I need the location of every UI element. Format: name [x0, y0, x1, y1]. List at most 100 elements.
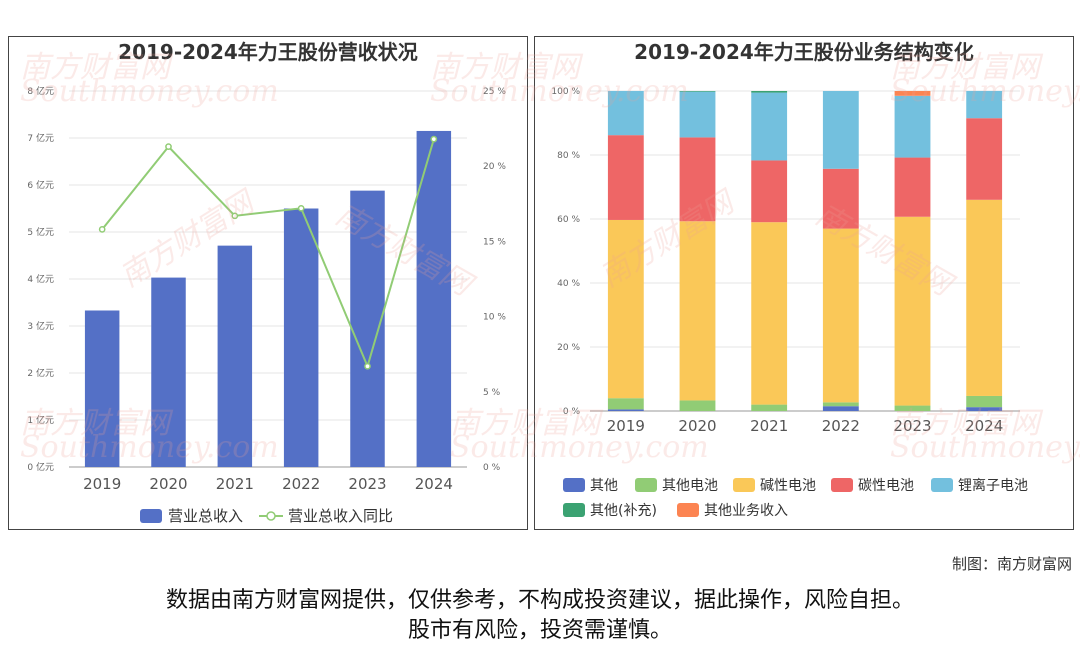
- legend-label: 营业总收入同比: [288, 507, 393, 525]
- yoy-growth-point: [98, 226, 106, 233]
- legend-label: 碳性电池: [858, 478, 914, 494]
- stacked-bar-segment: [822, 168, 859, 229]
- stacked-bar-segment: [751, 92, 788, 161]
- y-tick-label: 100 %: [551, 87, 580, 97]
- legend-swatch: [563, 478, 585, 492]
- x-tick-label: 2019: [83, 475, 121, 493]
- x-tick-label: 2023: [893, 417, 931, 435]
- x-tick-label: 2022: [282, 475, 320, 493]
- stacked-bar-segment: [751, 222, 788, 405]
- legend-swatch: [931, 478, 953, 492]
- legend-label: 碱性电池: [760, 478, 816, 494]
- legend-label: 其他电池: [662, 478, 718, 494]
- revenue-bar: [84, 310, 120, 467]
- y-left-tick-label: 5 亿元: [27, 226, 54, 238]
- stacked-bar-segment: [751, 404, 788, 411]
- x-tick-label: 2020: [149, 475, 187, 493]
- y-tick-label: 0 %: [563, 407, 581, 417]
- y-left-tick-label: 2 亿元: [27, 367, 54, 379]
- disclaimer-line-2: 股市有风险，投资需谨慎。: [407, 618, 672, 643]
- stacked-bar-segment: [822, 402, 859, 407]
- yoy-growth-point: [297, 204, 305, 212]
- y-left-tick-label: 0 亿元: [27, 461, 54, 473]
- legend-swatch-revenue: [140, 509, 162, 523]
- stacked-bar-segment: [679, 91, 716, 138]
- revenue-bar: [350, 190, 385, 467]
- y-tick-label: 60 %: [557, 215, 580, 225]
- revenue-bar: [283, 208, 319, 467]
- legend-label: 其他业务收入: [704, 503, 788, 519]
- stacked-bar-segment: [822, 406, 859, 411]
- stacked-bar-segment: [966, 118, 1003, 200]
- legend-swatch: [677, 503, 699, 517]
- revenue-bar: [217, 245, 253, 467]
- legend-label: 其他(补充): [590, 503, 657, 519]
- x-tick-label: 2024: [965, 417, 1003, 435]
- y-right-tick-label: 20 %: [483, 162, 506, 172]
- stacked-bar-segment: [966, 199, 1003, 396]
- x-tick-label: 2023: [348, 475, 386, 493]
- stacked-bar-segment: [679, 91, 716, 92]
- stacked-bar-segment: [966, 395, 1003, 408]
- stacked-bar-segment: [607, 398, 644, 410]
- yoy-growth-line: [101, 138, 435, 370]
- business-structure-chart-panel: 2019-2024年力王股份业务结构变化 0 % 20 % 40 % 60 % 80 % 1…: [534, 36, 1074, 530]
- stacked-bar-segment: [966, 91, 1003, 119]
- y-right-tick-label: 0 %: [483, 463, 501, 473]
- legend-label: 其他: [590, 478, 618, 494]
- x-tick-label: 2020: [678, 417, 716, 435]
- stacked-bar-segment: [607, 135, 644, 220]
- chart-title: 2019-2024年力王股份业务结构变化: [634, 40, 974, 64]
- stacked-bar-segment: [822, 91, 859, 169]
- stacked-bar-segment: [679, 137, 716, 222]
- legend-swatch: [635, 478, 657, 492]
- x-tick-label: 2022: [822, 417, 860, 435]
- y-right-tick-label: 10 %: [483, 313, 506, 323]
- yoy-growth-point: [231, 212, 239, 220]
- stacked-bar-segment: [607, 91, 644, 136]
- y-left-tick-label: 7 亿元: [27, 132, 54, 144]
- legend-swatch-yoy-marker: [266, 511, 276, 521]
- legend-swatch: [563, 503, 585, 517]
- x-tick-label: 2021: [216, 475, 254, 493]
- stacked-bar-segment: [679, 400, 716, 411]
- revenue-chart: 2019-2024年力王股份营收状况 0 亿元 1 亿元 2 亿元 3 亿元 4 亿元 5 …: [27, 40, 506, 525]
- revenue-chart-panel: 2019-2024年力王股份营收状况 0 亿元 1 亿元 2 亿元 3 亿元 4 亿元 5 …: [8, 36, 528, 530]
- chart-title: 2019-2024年力王股份营收状况: [118, 40, 418, 64]
- chart-credit: 制图：南方财富网: [951, 555, 1072, 573]
- stacked-bar-segment: [894, 405, 931, 411]
- y-right-tick-label: 25 %: [483, 87, 506, 97]
- y-left-tick-label: 4 亿元: [27, 273, 54, 285]
- stacked-bar-segment: [894, 91, 931, 96]
- legend-label: 锂离子电池: [958, 477, 1028, 494]
- stacked-bar-segment: [751, 160, 788, 223]
- revenue-bar: [151, 277, 186, 467]
- disclaimer-line-1: 数据由南方财富网提供，仅供参考，不构成投资建议，据此操作，风险自担。: [165, 588, 914, 613]
- y-left-tick-label: 3 亿元: [27, 320, 54, 332]
- stacked-bar-segment: [822, 228, 859, 403]
- stacked-bar-segment: [966, 407, 1003, 411]
- yoy-growth-point: [364, 362, 371, 370]
- y-tick-label: 20 %: [557, 343, 580, 353]
- legend-swatch: [733, 478, 755, 492]
- y-right-tick-label: 5 %: [483, 388, 501, 398]
- y-tick-label: 40 %: [557, 279, 580, 289]
- revenue-bar: [416, 130, 452, 467]
- stacked-bar-segment: [894, 95, 931, 158]
- yoy-growth-point: [430, 135, 438, 143]
- business-structure-chart: 2019-2024年力王股份业务结构变化 0 % 20 % 40 % 60 % 80 % 1…: [551, 40, 1028, 519]
- x-tick-label: 2024: [415, 475, 453, 493]
- y-right-tick-label: 15 %: [483, 237, 506, 247]
- yoy-growth-point: [165, 143, 172, 150]
- legend-swatch: [831, 478, 853, 492]
- y-tick-label: 80 %: [557, 151, 580, 161]
- y-left-tick-label: 1 亿元: [27, 414, 54, 426]
- legend-label: 营业总收入: [168, 507, 243, 525]
- stacked-bar-segment: [894, 157, 931, 217]
- stacked-bar-segment: [607, 409, 644, 411]
- x-tick-label: 2021: [750, 417, 788, 435]
- y-left-tick-label: 6 亿元: [27, 179, 54, 191]
- y-left-tick-label: 8 亿元: [27, 85, 54, 97]
- stacked-bar-segment: [894, 216, 931, 406]
- stacked-bar-segment: [751, 91, 788, 93]
